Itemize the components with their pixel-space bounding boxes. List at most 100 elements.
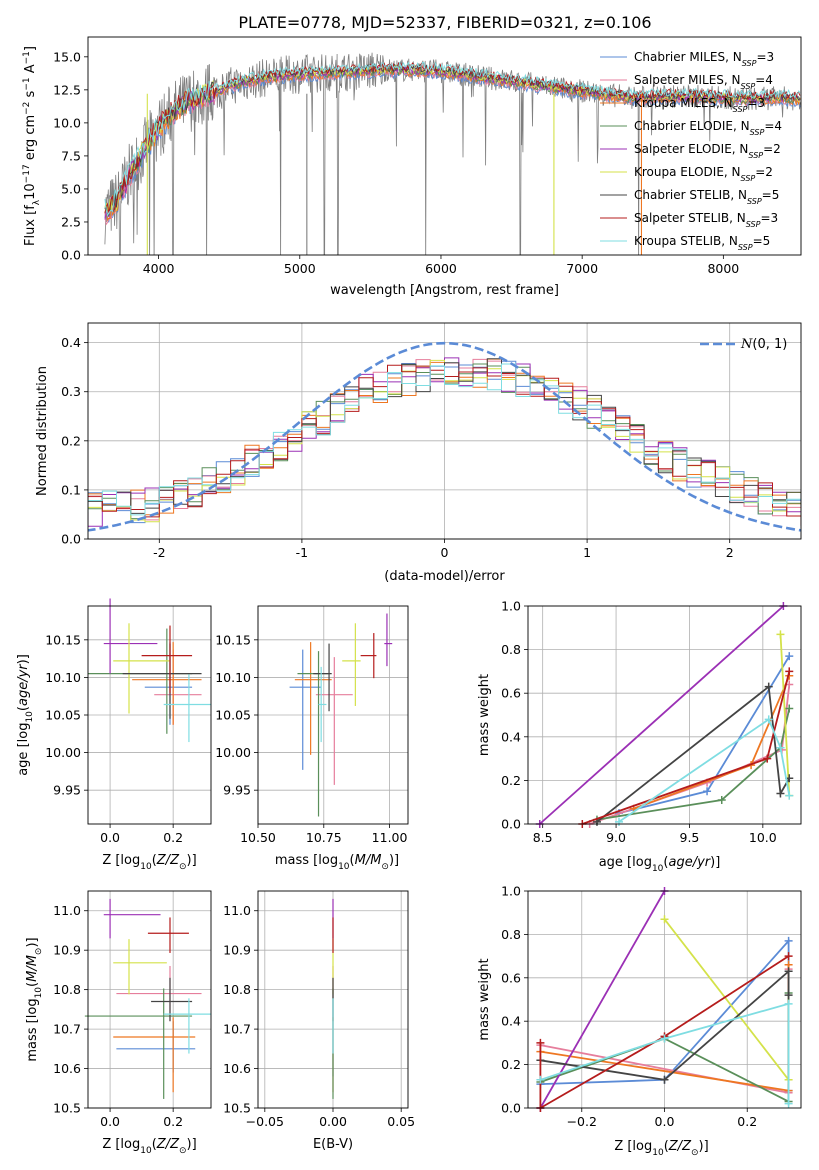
y-tick-label: 11.0	[223, 903, 251, 918]
plus-marker	[615, 817, 623, 826]
plus-marker	[536, 1075, 545, 1084]
y-tick-label: 10.05	[45, 708, 81, 723]
axis-label-part: age [log	[16, 723, 31, 776]
axis-label-part: wavelength [Angstrom, rest frame]	[330, 283, 559, 298]
age_vs_Z-axes: 0.0 0.2 9.95 10.00 10.05 10.10 10.15	[45, 606, 211, 845]
x-tick-label: 4000	[143, 261, 175, 276]
legend-label: Salpeter MILES, NSSP=4	[634, 73, 773, 91]
y-tick-label: 0.6	[501, 686, 521, 701]
axes-frame	[527, 605, 802, 825]
axis-label-part: )]	[187, 853, 197, 868]
legend-sub: SSP	[733, 105, 748, 114]
legend-label: Kroupa ELODIE, NSSP=2	[634, 165, 773, 183]
y-tick-label: 10.15	[215, 632, 251, 647]
axis-label: Z [log10(Z/Z⊙)]	[614, 1139, 708, 1158]
spectrum-lines	[104, 52, 801, 255]
axis-label-part: Z [log	[102, 1137, 140, 1152]
x-tick-label: 2	[726, 545, 734, 560]
mass-weight-series-7	[596, 684, 791, 823]
axis-label-part: 10	[652, 1148, 664, 1158]
axis-label-part: 10	[25, 711, 35, 723]
plus-marker	[536, 1038, 545, 1047]
legend-n: N	[740, 337, 753, 352]
axis-label-part: mass weight	[477, 958, 492, 1040]
axes-frame	[527, 890, 802, 1109]
mass_weight_vs_Z-lines	[536, 887, 793, 1112]
axis-label-part: Normed distribution	[35, 366, 50, 496]
legend-suffix: =2	[755, 165, 773, 179]
x-tick-label: 0.00	[319, 1114, 347, 1129]
y-tick-label: 12.5	[53, 82, 81, 97]
x-tick-label: 5000	[284, 261, 316, 276]
axis-label-part: −2	[22, 102, 32, 115]
axis-label-part: )]	[699, 1139, 709, 1154]
plus-marker	[776, 743, 785, 752]
plus-marker	[703, 787, 712, 796]
mass_weight_vs_Z-axes: −0.2 0.0 0.2 0.0 0.2 0.4 0.6 0.8 1.0	[501, 884, 801, 1129]
axis-label-part: ⊙	[381, 862, 389, 872]
axes-frame	[87, 322, 802, 540]
mass_weight_vs_age-lines	[535, 602, 794, 828]
legend-name: Kroupa ELODIE, N	[634, 165, 741, 179]
y-tick-label: 0.2	[501, 1057, 521, 1072]
legend-label: N(0, 1)	[740, 337, 787, 352]
x-tick-label: 8000	[707, 261, 739, 276]
axis-label-part: erg cm	[23, 115, 38, 164]
axis-label-part: )]	[389, 853, 399, 868]
y-tick-label: 10.9	[53, 943, 81, 958]
x-tick-label: 7000	[566, 261, 598, 276]
plus-marker	[660, 1034, 669, 1043]
plus-marker	[785, 791, 794, 800]
y-tick-label: 10.10	[45, 670, 81, 685]
axis-label-part: ]	[23, 46, 38, 51]
legend-name: Kroupa MILES, N	[634, 96, 733, 110]
axis-label-part: M/M	[25, 955, 40, 982]
x-tick-label: 0.2	[163, 830, 183, 845]
y-tick-label: 7.5	[61, 148, 81, 163]
axis-label-part: Z/Z	[156, 853, 180, 868]
axis-label: Z [log10(Z/Z⊙)]	[102, 853, 196, 872]
axis-label-part: λ	[32, 199, 42, 205]
x-tick-label: -1	[296, 545, 308, 560]
y-tick-label: 10.8	[53, 982, 81, 997]
legend-sub: SSP	[750, 128, 765, 137]
axis-label-part: age/yr	[16, 663, 31, 706]
x-tick-label: 1	[583, 545, 591, 560]
axis-label-part: mass weight	[477, 674, 492, 756]
y-tick-label: 10.00	[45, 745, 81, 760]
x-tick-label: 8.5	[533, 830, 553, 845]
x-tick-label: 6000	[425, 261, 457, 276]
axis-label-part: )]	[25, 937, 40, 947]
model-line-5	[104, 64, 801, 220]
axis-label-part: E(B-V)	[313, 1137, 353, 1152]
plus-marker	[784, 991, 793, 1000]
legend-label: Chabrier STELIB, NSSP=5	[634, 188, 779, 206]
axis-label-part: 10	[23, 183, 38, 200]
axis-label-part: )]	[16, 654, 31, 664]
y-tick-label: 0.4	[61, 335, 81, 350]
axis-label: mass weight	[477, 958, 492, 1040]
plus-marker	[784, 999, 793, 1008]
plus-marker	[660, 915, 669, 924]
plus-marker	[784, 936, 793, 945]
y-tick-label: 0.3	[61, 384, 81, 399]
axis-label-part: )]	[187, 1137, 197, 1152]
mass-weight-series-8	[539, 955, 790, 1110]
x-tick-label: 0.0	[655, 1114, 675, 1129]
legend-label: Chabrier ELODIE, NSSP=4	[634, 119, 782, 137]
y-tick-label: 0.8	[501, 927, 521, 942]
legend-suffix: =5	[753, 234, 771, 248]
legend-label: Chabrier MILES, NSSP=3	[634, 50, 774, 68]
axis-label-part: (data-model)/error	[384, 569, 505, 584]
y-tick-label: 0.2	[501, 773, 521, 788]
x-tick-label: 0.0	[100, 1114, 120, 1129]
mass_vs_Z-points	[84, 898, 211, 1099]
axis-label: (data-model)/error	[384, 569, 505, 584]
y-tick-label: 5.0	[61, 181, 81, 196]
axes-frame	[257, 890, 409, 1109]
axis-label: age [log10(age/yr)]	[16, 654, 35, 776]
y-tick-label: 0.0	[501, 817, 521, 832]
axis-label-part: −17	[22, 164, 32, 183]
y-tick-label: 0.4	[501, 729, 521, 744]
